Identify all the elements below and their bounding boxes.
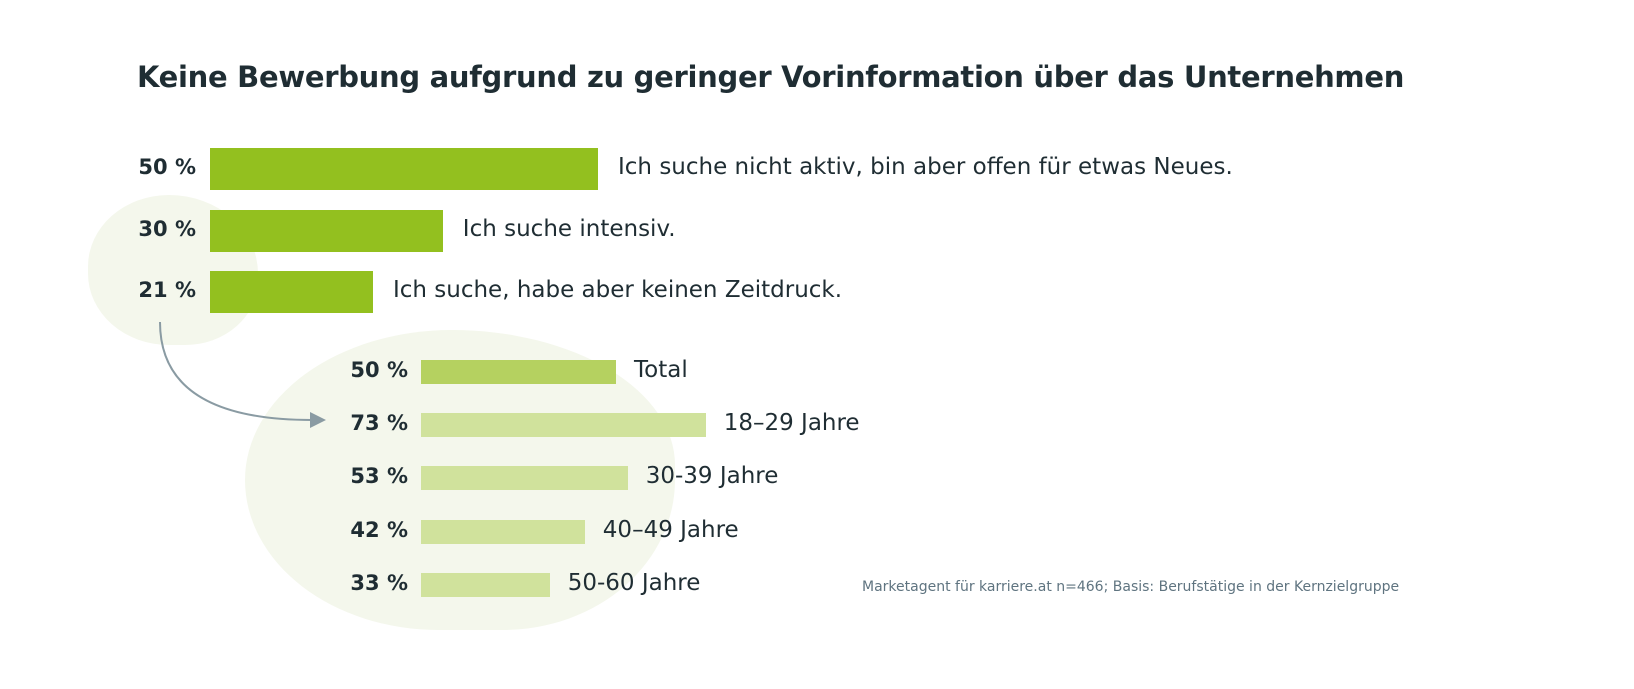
category-label: 18–29 Jahre [723,410,860,437]
bar [421,519,585,544]
value-label: 50 % [138,155,196,179]
arrow-icon [159,321,326,428]
value-label: 73 % [350,411,408,436]
bar [210,209,443,252]
value-label: 53 % [350,464,408,489]
bar [421,572,550,597]
category-label: 30-39 Jahre [645,463,779,490]
category-label: Ich suche, habe aber keinen Zeitdruck. [392,277,843,303]
bar [421,360,616,384]
value-label: 50 % [350,358,408,382]
category-label: Ich suche intensiv. [462,215,676,242]
category-label: Total [634,357,688,383]
source-note: Marketagent für karriere.at n=466; Basis… [862,579,1400,595]
value-label: 42 % [350,517,408,542]
value-label: 21 % [138,278,196,302]
category-label: 40–49 Jahre [602,516,739,543]
bar [210,271,373,313]
value-label: 33 % [350,570,408,595]
chart-title: Keine Bewerbung aufgrund zu geringer Vor… [137,60,1405,94]
bar [421,413,706,438]
category-label: 50-60 Jahre [567,569,701,596]
category-label: Ich suche nicht aktiv, bin aber offen fü… [618,154,1233,180]
value-label: 30 % [138,216,196,241]
bar [421,466,628,491]
bar [210,148,598,190]
